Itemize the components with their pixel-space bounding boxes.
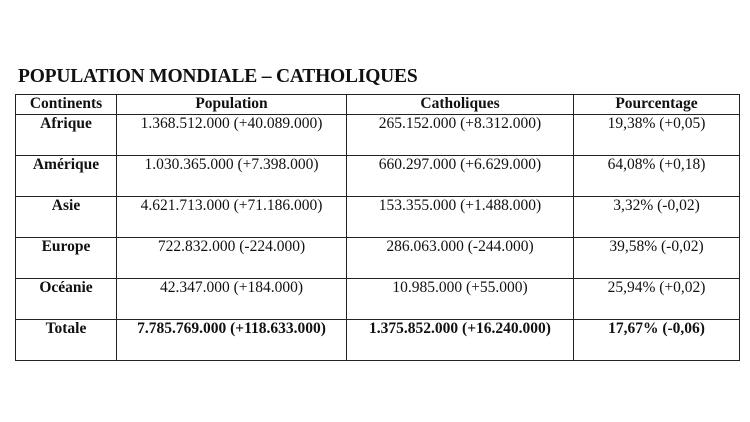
cell-population: 1.030.365.000 (+7.398.000) bbox=[116, 155, 347, 197]
cell-population: 4.621.713.000 (+71.186.000) bbox=[116, 196, 347, 238]
cell-continent: Océanie bbox=[15, 278, 117, 320]
header-continents: Continents bbox=[15, 94, 117, 115]
cell-continent: Amérique bbox=[15, 155, 117, 197]
table-row: Afrique 1.368.512.000 (+40.089.000) 265.15… bbox=[15, 114, 740, 156]
cell-population: 7.785.769.000 (+118.633.000) bbox=[116, 319, 347, 361]
cell-catholiques: 10.985.000 (+55.000) bbox=[346, 278, 574, 320]
cell-pourcentage: 25,94% (+0,02) bbox=[573, 278, 740, 320]
table-row: Asie 4.621.713.000 (+71.186.000) 153.355.0… bbox=[15, 196, 740, 238]
cell-pourcentage: 64,08% (+0,18) bbox=[573, 155, 740, 197]
header-pourcentage: Pourcentage bbox=[573, 94, 740, 115]
cell-population: 42.347.000 (+184.000) bbox=[116, 278, 347, 320]
table-row-total: Totale 7.785.769.000 (+118.633.000) 1.375.… bbox=[15, 319, 740, 361]
table-row: Océanie 42.347.000 (+184.000) 10.985.000 (… bbox=[15, 278, 740, 320]
cell-pourcentage: 19,38% (+0,05) bbox=[573, 114, 740, 156]
page-title: POPULATION MONDIALE – CATHOLIQUES bbox=[18, 66, 418, 87]
population-table: Continents Population Catholiques Pource… bbox=[15, 94, 740, 361]
cell-continent: Europe bbox=[15, 237, 117, 279]
cell-catholiques: 153.355.000 (+1.488.000) bbox=[346, 196, 574, 238]
table-row: Amérique 1.030.365.000 (+7.398.000) 660.29… bbox=[15, 155, 740, 197]
header-catholiques: Catholiques bbox=[346, 94, 574, 115]
cell-pourcentage: 3,32% (-0,02) bbox=[573, 196, 740, 238]
cell-catholiques: 660.297.000 (+6.629.000) bbox=[346, 155, 574, 197]
cell-catholiques: 1.375.852.000 (+16.240.000) bbox=[346, 319, 574, 361]
header-population: Population bbox=[116, 94, 347, 115]
cell-population: 1.368.512.000 (+40.089.000) bbox=[116, 114, 347, 156]
cell-pourcentage: 17,67% (-0,06) bbox=[573, 319, 740, 361]
table-row: Europe 722.832.000 (-224.000) 286.063.000 … bbox=[15, 237, 740, 279]
cell-catholiques: 265.152.000 (+8.312.000) bbox=[346, 114, 574, 156]
cell-population: 722.832.000 (-224.000) bbox=[116, 237, 347, 279]
cell-continent: Afrique bbox=[15, 114, 117, 156]
cell-pourcentage: 39,58% (-0,02) bbox=[573, 237, 740, 279]
table-header-row: Continents Population Catholiques Pource… bbox=[15, 94, 740, 115]
cell-continent: Asie bbox=[15, 196, 117, 238]
cell-catholiques: 286.063.000 (-244.000) bbox=[346, 237, 574, 279]
cell-continent: Totale bbox=[15, 319, 117, 361]
